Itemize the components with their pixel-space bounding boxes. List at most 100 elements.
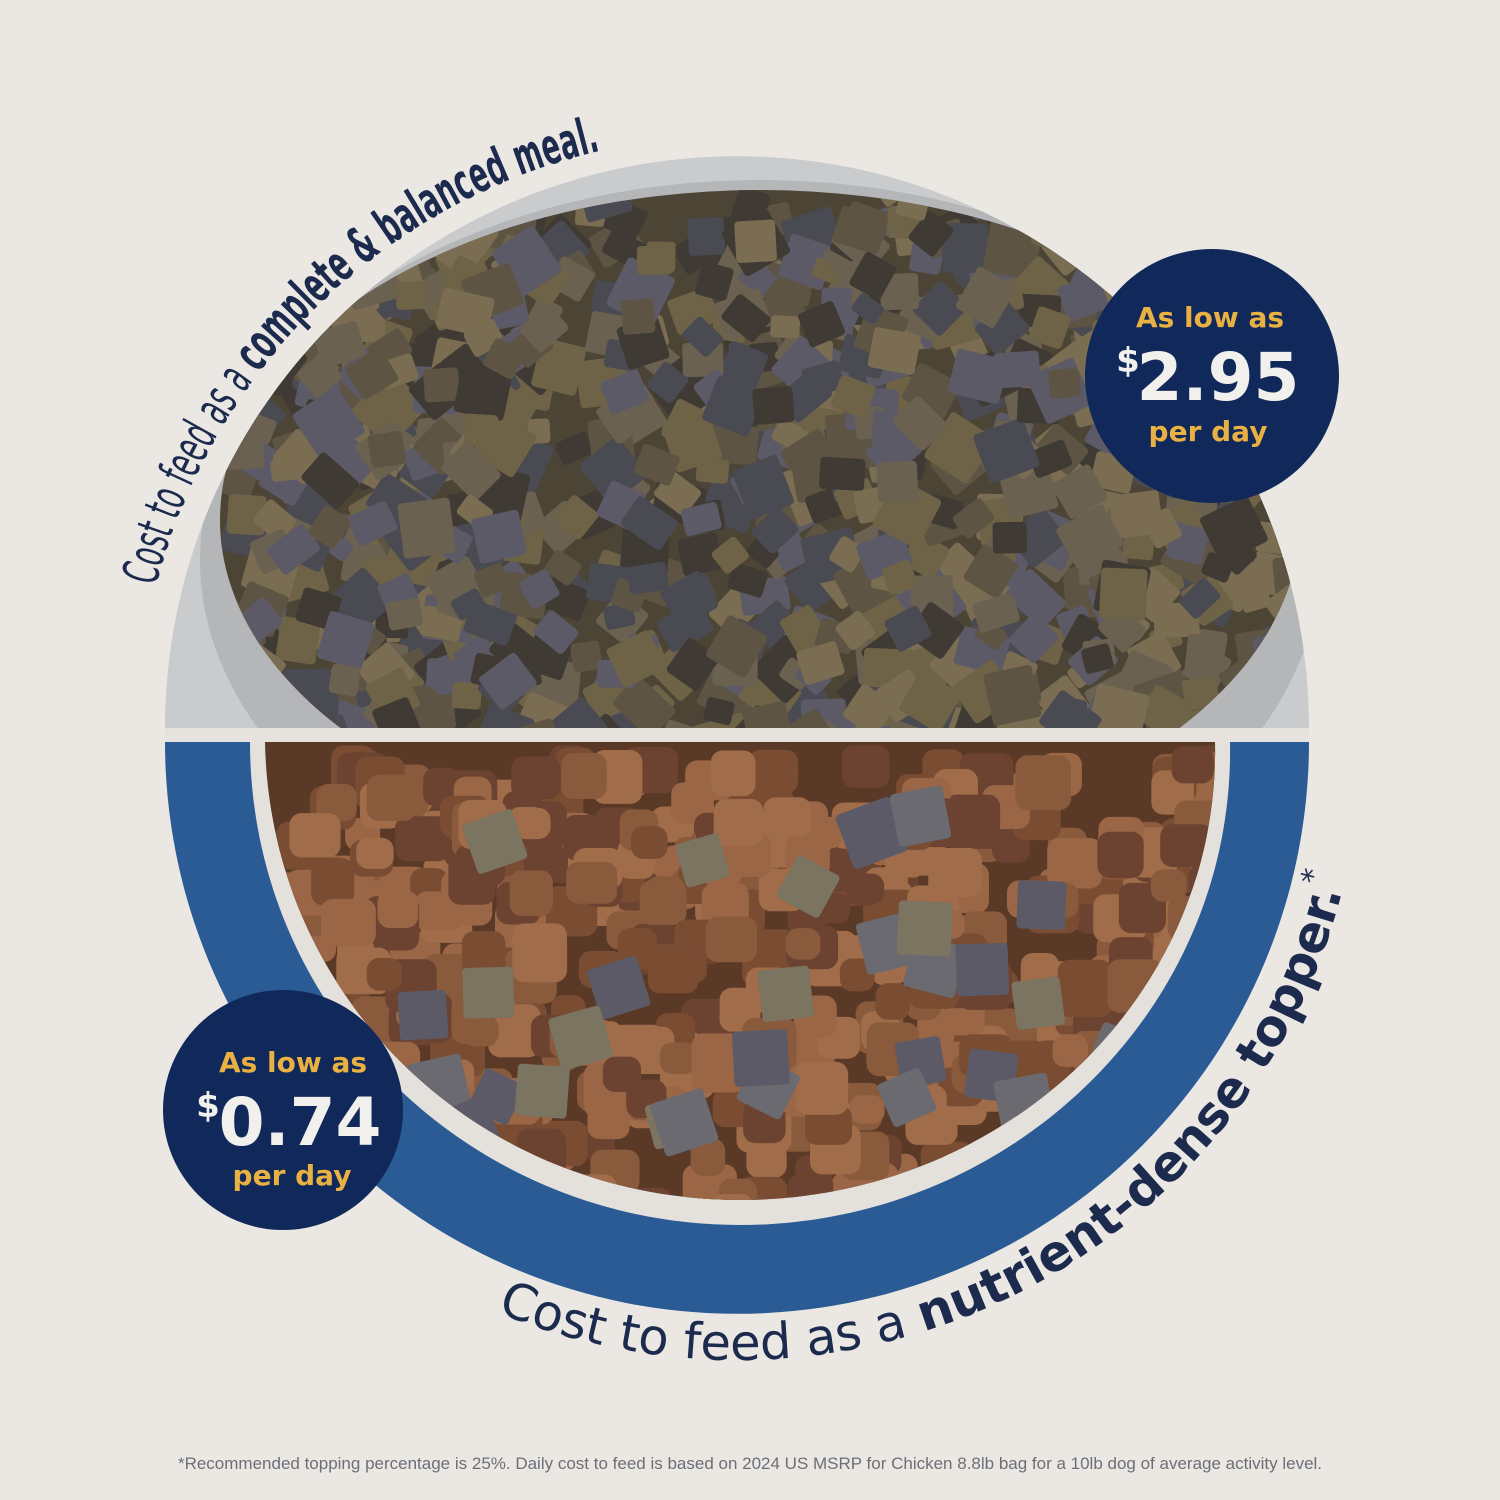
food-chunk	[849, 252, 897, 300]
food-chunk	[1288, 566, 1300, 613]
kibble	[311, 858, 355, 906]
food-chunk	[1063, 195, 1097, 229]
kibble	[746, 1143, 787, 1178]
kibble	[795, 1061, 849, 1115]
svg-text:per day: per day	[1149, 415, 1268, 448]
divider	[165, 728, 1309, 742]
food-chunk	[694, 261, 734, 302]
kibble	[841, 745, 890, 788]
food-chunk	[706, 615, 768, 678]
food-chunk	[941, 222, 989, 274]
kibble	[639, 880, 687, 926]
food-chunk	[910, 575, 954, 620]
svg-text:2.95: 2.95	[1137, 339, 1300, 416]
kibble	[688, 1172, 731, 1200]
food-chunk	[831, 375, 876, 418]
food-chunk	[711, 536, 749, 574]
topper-chunk	[548, 1005, 613, 1071]
food-chunk	[881, 559, 918, 595]
food-chunk	[347, 500, 398, 546]
food-chunk	[1239, 585, 1272, 613]
food-chunk	[316, 611, 375, 671]
food-chunk	[796, 641, 845, 685]
topper-chunk	[835, 796, 908, 870]
food-chunk	[1227, 190, 1271, 227]
badge-meal-price: As low as per day $ 2.95	[1085, 249, 1339, 503]
food-chunk	[1287, 190, 1300, 218]
food-chunk	[367, 430, 407, 469]
svg-text:per day: per day	[233, 1159, 352, 1192]
food-chunk	[770, 315, 801, 339]
food-chunk	[482, 338, 525, 380]
food-chunk	[726, 562, 768, 598]
food-chunk	[626, 561, 669, 595]
food-chunk	[1179, 578, 1221, 619]
food-chunk	[220, 463, 257, 502]
food-chunk	[983, 664, 1042, 726]
food-chunk	[1137, 684, 1194, 729]
food-chunk	[478, 703, 535, 729]
kibble	[566, 861, 618, 904]
food-chunk	[1271, 199, 1300, 255]
kibble	[1057, 959, 1113, 1018]
food-chunk	[1127, 206, 1186, 254]
food-chunk	[395, 281, 427, 310]
food-chunk	[842, 684, 895, 729]
topper-chunk	[757, 965, 814, 1022]
food-chunk	[746, 536, 779, 569]
food-chunk	[328, 663, 361, 697]
kibble	[1205, 1167, 1216, 1200]
food-chunk	[952, 498, 995, 539]
kibble	[690, 1138, 726, 1176]
food-chunk	[1254, 205, 1300, 255]
food-chunk	[1126, 198, 1163, 236]
kibble	[849, 1095, 885, 1124]
food-chunk	[752, 386, 795, 425]
food-chunk	[775, 708, 843, 729]
food-chunk	[554, 495, 599, 540]
kibble	[369, 1205, 418, 1247]
food-chunk	[451, 681, 482, 710]
topper-chunk	[1016, 879, 1067, 931]
food-chunk	[666, 637, 719, 691]
food-chunk	[695, 457, 730, 484]
kibble	[316, 783, 357, 822]
food-chunk	[263, 190, 298, 216]
food-chunk	[835, 610, 876, 651]
food-chunk	[677, 532, 723, 577]
kibble	[710, 750, 756, 797]
food-chunk	[397, 497, 456, 559]
food-chunk	[1109, 490, 1164, 539]
topper-chunk	[1011, 976, 1065, 1030]
kibble	[785, 928, 821, 960]
food-chunk	[471, 509, 527, 564]
food-chunk	[973, 418, 1040, 484]
food-chunk	[1272, 554, 1300, 596]
food-chunk	[544, 549, 582, 586]
food-chunk	[660, 570, 719, 628]
food-chunk	[963, 544, 1018, 599]
food-chunk	[1028, 306, 1071, 349]
food-chunk	[819, 456, 866, 491]
food-chunk	[570, 640, 603, 673]
food-chunk	[479, 652, 537, 710]
food-chunk	[692, 712, 753, 729]
food-chunk	[975, 301, 1030, 356]
food-chunk	[1077, 203, 1115, 244]
food-chunk	[829, 536, 866, 573]
food-chunk	[798, 301, 846, 348]
food-chunk	[260, 213, 300, 255]
food-chunk	[947, 348, 1009, 404]
kibble	[1171, 746, 1214, 784]
kibble	[377, 890, 419, 929]
food-chunk	[226, 493, 267, 536]
food-chunk	[1112, 190, 1155, 229]
kibble	[705, 916, 757, 963]
food-chunk	[1081, 643, 1114, 674]
food-chunk	[734, 219, 777, 264]
footnote-disclaimer: *Recommended topping percentage is 25%. …	[177, 1454, 1323, 1473]
topper-chunk	[877, 1068, 937, 1127]
food-chunk	[1123, 192, 1180, 243]
kibble	[1015, 755, 1071, 811]
food-chunk	[385, 597, 423, 631]
